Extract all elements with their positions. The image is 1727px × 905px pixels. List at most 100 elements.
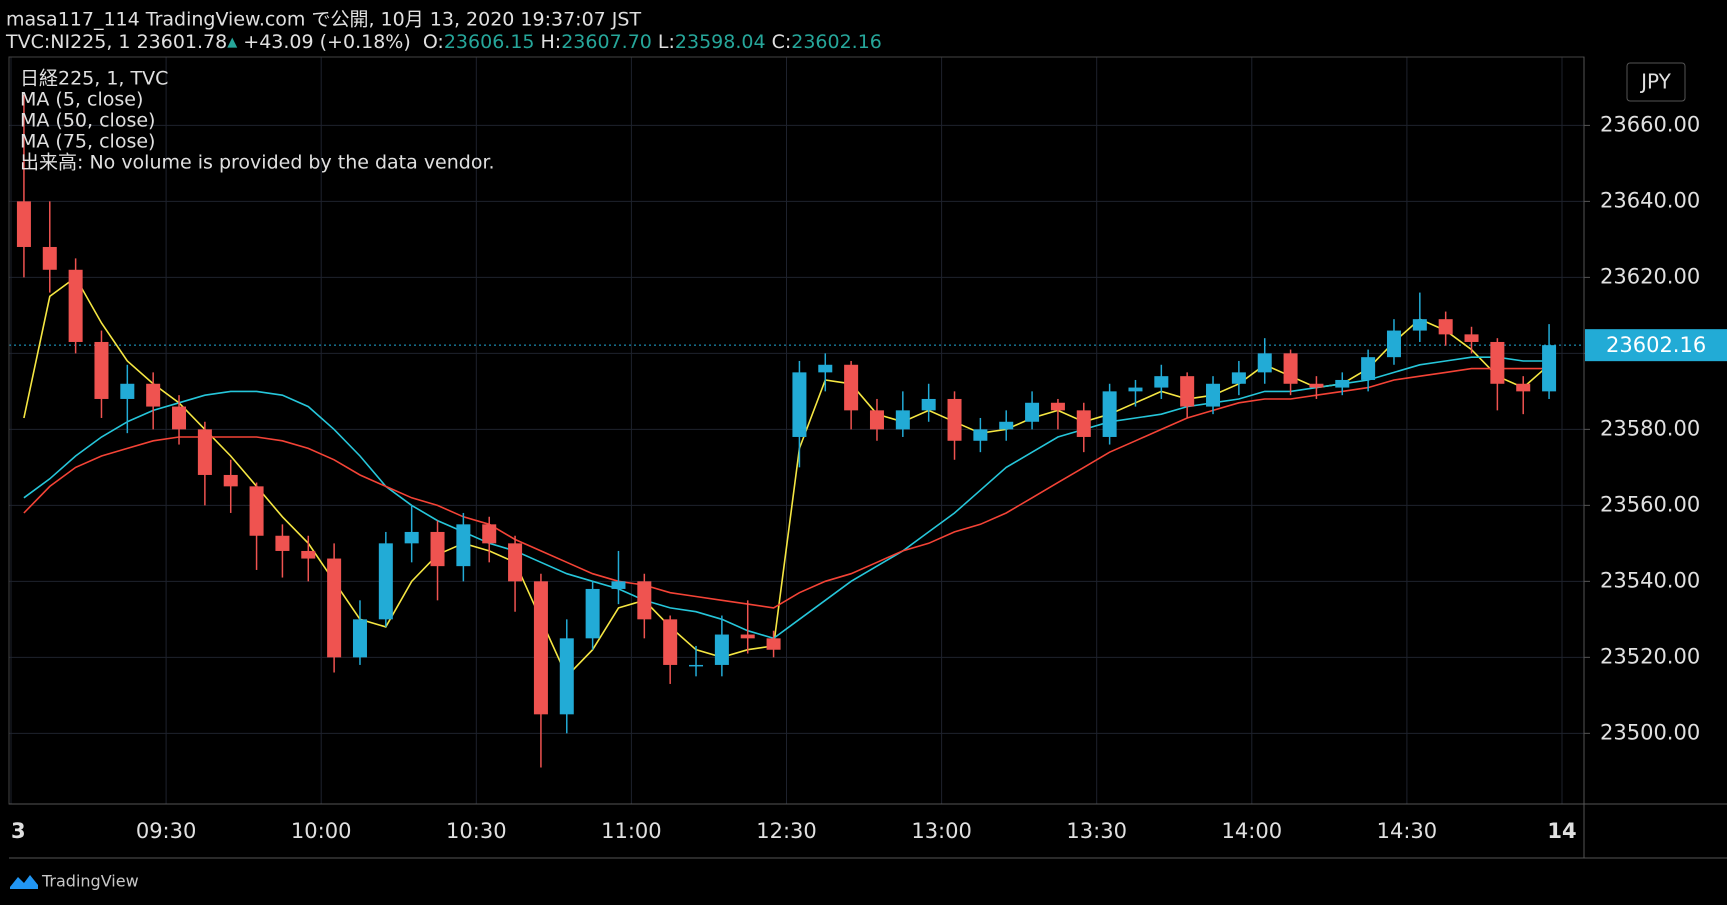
x-tick-label: 10:30 bbox=[446, 819, 507, 843]
y-tick-label: 23500.00 bbox=[1600, 720, 1700, 744]
candle-body bbox=[559, 638, 574, 715]
candle-body bbox=[1128, 387, 1143, 392]
candle-body bbox=[792, 372, 807, 437]
candle-body bbox=[508, 543, 523, 582]
candle-body bbox=[249, 486, 264, 536]
candle-body bbox=[327, 558, 342, 658]
candle-body bbox=[120, 383, 135, 399]
candle-body bbox=[378, 543, 393, 620]
x-tick-label: 10:00 bbox=[291, 819, 352, 843]
candle-body bbox=[94, 341, 109, 399]
candle-body bbox=[611, 581, 626, 589]
candle-body bbox=[1206, 383, 1221, 407]
ohlc-label: O: bbox=[423, 31, 444, 53]
candle-body bbox=[42, 246, 57, 270]
x-tick-label: 09:30 bbox=[136, 819, 197, 843]
legend-entry: MA (5, close) bbox=[20, 89, 143, 111]
legend-title: 日経225, 1, TVC bbox=[20, 68, 168, 90]
x-tick-label: 3 bbox=[11, 819, 26, 843]
ma-line bbox=[23, 367, 1550, 609]
candle-body bbox=[1154, 376, 1169, 388]
candle-body bbox=[68, 269, 83, 342]
candle-body bbox=[714, 634, 729, 665]
symbol: TVC:NI225, 1 bbox=[5, 31, 131, 53]
ohlc-value: 23598.04 bbox=[675, 31, 766, 53]
candle-body bbox=[352, 619, 367, 658]
candle-body bbox=[146, 383, 161, 407]
candle-body bbox=[921, 398, 936, 411]
candle-body bbox=[275, 535, 290, 551]
candle-body bbox=[1025, 402, 1040, 422]
candle-body bbox=[999, 421, 1014, 430]
x-tick-label: 14 bbox=[1547, 819, 1576, 843]
y-tick-label: 23540.00 bbox=[1600, 568, 1700, 592]
candle-body bbox=[585, 588, 600, 639]
candle-body bbox=[1050, 402, 1065, 411]
candle-body bbox=[16, 201, 31, 247]
x-tick-label: 14:00 bbox=[1222, 819, 1283, 843]
candle-body bbox=[895, 410, 910, 430]
arrow: ▲ bbox=[227, 35, 237, 50]
x-tick-label: 13:30 bbox=[1066, 819, 1127, 843]
y-tick-label: 23660.00 bbox=[1600, 112, 1700, 136]
footer-brand: TradingView bbox=[41, 872, 139, 891]
candle-body bbox=[1542, 345, 1557, 392]
candle-body bbox=[1180, 376, 1195, 407]
candle-body bbox=[1490, 341, 1505, 384]
candle-body bbox=[1464, 334, 1479, 342]
candle-body bbox=[223, 474, 238, 487]
candle-body bbox=[1438, 319, 1453, 335]
candle-body bbox=[1361, 357, 1376, 380]
candle-body bbox=[947, 398, 962, 441]
ohlc-label: C: bbox=[772, 31, 792, 53]
candle-body bbox=[1231, 372, 1246, 384]
ma-line bbox=[23, 356, 1550, 640]
x-tick-label: 14:30 bbox=[1377, 819, 1438, 843]
candle-body bbox=[197, 429, 212, 475]
ohlc-value: 23607.70 bbox=[561, 31, 652, 53]
candle-body bbox=[844, 364, 859, 411]
candle-body bbox=[482, 524, 497, 544]
x-tick-label: 11:00 bbox=[601, 819, 662, 843]
last-price-box bbox=[1585, 329, 1727, 362]
candle-body bbox=[301, 550, 316, 559]
candle-body bbox=[172, 406, 187, 430]
candle-body bbox=[456, 524, 471, 567]
candle-body bbox=[740, 634, 755, 639]
candle-body bbox=[430, 531, 445, 567]
x-tick-label: 13:00 bbox=[911, 819, 972, 843]
last: 23601.78 bbox=[137, 31, 228, 53]
candle-body bbox=[1412, 319, 1427, 331]
legend-entry: MA (75, close) bbox=[20, 131, 155, 153]
quote-line: TVC:NI225, 1 23601.78▲ +43.09 (+0.18%) O… bbox=[5, 31, 882, 53]
candle-body bbox=[1283, 353, 1298, 384]
candle-body bbox=[404, 531, 419, 544]
footer-logo bbox=[10, 875, 38, 889]
ohlc-label: L: bbox=[658, 31, 675, 53]
currency[interactable]: JPY bbox=[1639, 70, 1672, 94]
legend-entry: MA (50, close) bbox=[20, 110, 155, 132]
currency-box[interactable] bbox=[1626, 62, 1686, 102]
change: +43.09 (+0.18%) bbox=[243, 31, 410, 53]
candle-body bbox=[1386, 330, 1401, 358]
candle-body bbox=[637, 581, 652, 620]
candle-body bbox=[1076, 410, 1091, 437]
candle-body bbox=[766, 638, 781, 650]
candle-body bbox=[973, 429, 988, 441]
candle-body bbox=[869, 410, 884, 430]
published-line: masa117_114 TradingView.com で公開, 10月 13,… bbox=[6, 9, 641, 31]
candle-body bbox=[1309, 383, 1324, 388]
y-tick-label: 23640.00 bbox=[1600, 188, 1700, 212]
y-tick-label: 23520.00 bbox=[1600, 644, 1700, 668]
candle-body bbox=[1516, 383, 1531, 392]
candle-body bbox=[533, 581, 548, 715]
candle-body bbox=[1257, 353, 1272, 373]
candle-body bbox=[689, 664, 704, 667]
y-tick-label: 23620.00 bbox=[1600, 264, 1700, 288]
ohlc-value: 23606.15 bbox=[444, 31, 535, 53]
candle-body bbox=[1102, 391, 1117, 437]
candles bbox=[16, 94, 1557, 768]
